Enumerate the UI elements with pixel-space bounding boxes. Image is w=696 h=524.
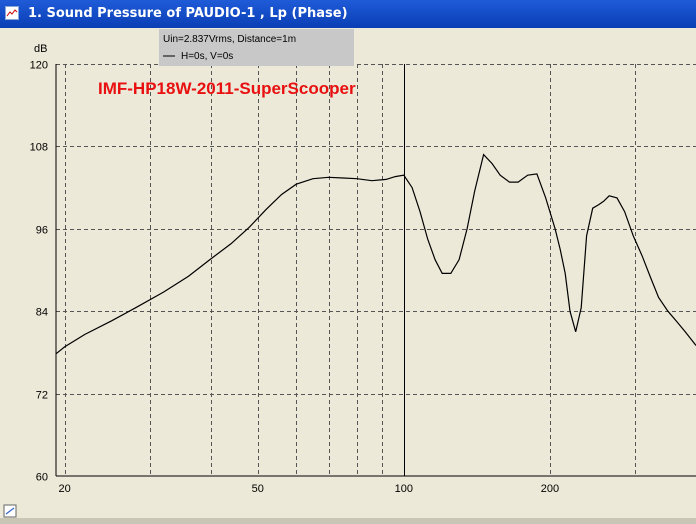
- chart-background: [0, 28, 696, 504]
- y-tick-labels: 120 108 96 84 72 60: [30, 60, 48, 484]
- sound-pressure-curve: [55, 153, 696, 355]
- legend-box: Uin=2.837Vrms, Distance=1m H=0s, V=0s: [159, 29, 354, 66]
- status-strip: [0, 518, 696, 524]
- window-titlebar: 1. Sound Pressure of PAUDIO-1 , Lp (Phas…: [0, 0, 696, 28]
- y-tick-label: 84: [36, 307, 48, 319]
- vertical-gridlines: [65, 64, 636, 476]
- x-tick-labels: 20 50 100 200: [58, 483, 559, 495]
- y-tick-label: 72: [36, 390, 48, 402]
- frequency-response-chart: dB 120 108 96 84 72 60 20 50 100 200 Uin=2.837Vr…: [0, 28, 696, 504]
- legend-background: [159, 29, 354, 66]
- window-title: 1. Sound Pressure of PAUDIO-1 , Lp (Phas…: [28, 6, 348, 21]
- x-tick-label: 200: [541, 483, 559, 495]
- x-tick-label: 20: [58, 483, 70, 495]
- chart-annotation: IMF-HP18W-2011-SuperScooper: [98, 79, 356, 98]
- y-tick-label: 108: [30, 142, 48, 154]
- y-tick-label: 96: [36, 225, 48, 237]
- legend-series-label: H=0s, V=0s: [181, 51, 233, 62]
- x-tick-label: 50: [252, 483, 264, 495]
- y-tick-label: 120: [30, 60, 48, 72]
- chart-window-icon[interactable]: [5, 6, 19, 20]
- legend-measurement-info: Uin=2.837Vrms, Distance=1m: [163, 34, 296, 45]
- x-tick-label: 100: [395, 483, 413, 495]
- y-tick-label: 60: [36, 472, 48, 484]
- y-axis-unit-label: dB: [34, 43, 47, 55]
- chart-settings-icon[interactable]: [3, 503, 17, 518]
